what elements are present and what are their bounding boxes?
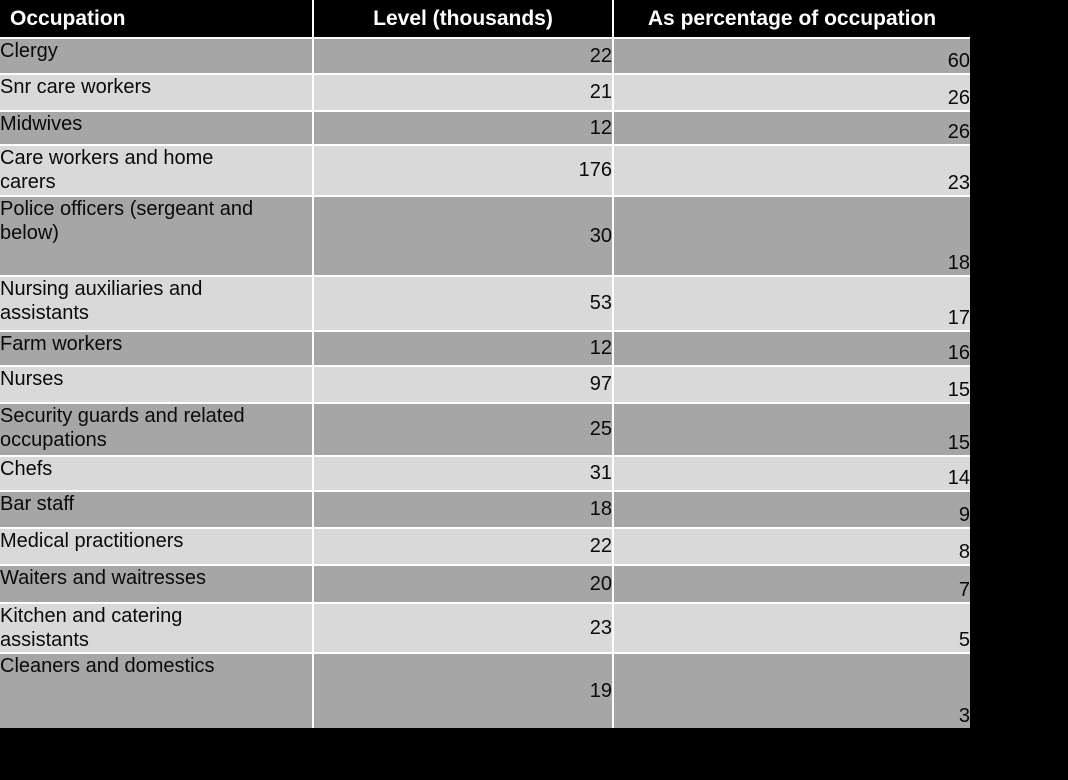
table-row: Farm workers 12 16 (0, 331, 970, 367)
occupation-cell: Bar staff (0, 491, 314, 529)
level-cell: 19 (313, 653, 614, 728)
level-cell: 22 (313, 38, 614, 75)
column-header-level: Level (thousands) (313, 0, 614, 39)
percentage-cell: 15 (613, 366, 970, 404)
percentage-cell: 18 (613, 196, 970, 277)
occupation-cell: Chefs (0, 456, 314, 492)
level-cell: 25 (313, 403, 614, 457)
level-cell: 21 (313, 74, 614, 112)
table-row: Snr care workers 21 26 (0, 74, 970, 112)
table-row: Nurses 97 15 (0, 366, 970, 404)
occupation-cell: Cleaners and domestics (0, 653, 314, 728)
percentage-cell: 17 (613, 276, 970, 332)
occupation-cell: Clergy (0, 38, 314, 75)
level-cell: 31 (313, 456, 614, 492)
occupation-cell: Midwives (0, 111, 314, 146)
header-row: Occupation Level (thousands) As percenta… (0, 0, 970, 39)
level-cell: 20 (313, 565, 614, 604)
table-row: Police officers (sergeant and below) 30 … (0, 196, 970, 277)
table-row: Midwives 12 26 (0, 111, 970, 146)
percentage-cell: 26 (613, 111, 970, 146)
occupation-cell: Farm workers (0, 331, 314, 367)
occupation-cell: Medical practitioners (0, 528, 314, 566)
table-row: Care workers and home carers 176 23 (0, 145, 970, 197)
level-cell: 18 (313, 491, 614, 529)
table-row: Waiters and waitresses 20 7 (0, 565, 970, 604)
percentage-cell: 8 (613, 528, 970, 566)
level-cell: 12 (313, 331, 614, 367)
percentage-cell: 3 (613, 653, 970, 728)
occupation-cell: Nurses (0, 366, 314, 404)
occupation-cell: Care workers and home carers (0, 145, 314, 197)
percentage-cell: 9 (613, 491, 970, 529)
column-header-occupation: Occupation (0, 0, 314, 39)
percentage-cell: 7 (613, 565, 970, 604)
occupation-cell: Nursing auxiliaries and assistants (0, 276, 314, 332)
percentage-cell: 15 (613, 403, 970, 457)
occupation-cell: Waiters and waitresses (0, 565, 314, 604)
percentage-cell: 23 (613, 145, 970, 197)
percentage-cell: 26 (613, 74, 970, 112)
percentage-cell: 14 (613, 456, 970, 492)
percentage-cell: 16 (613, 331, 970, 367)
table-row: Bar staff 18 9 (0, 491, 970, 529)
level-cell: 12 (313, 111, 614, 146)
level-cell: 53 (313, 276, 614, 332)
table-row: Nursing auxiliaries and assistants 53 17 (0, 276, 970, 332)
percentage-cell: 5 (613, 603, 970, 654)
percentage-cell: 60 (613, 38, 970, 75)
occupation-cell: Snr care workers (0, 74, 314, 112)
occupation-cell: Kitchen and catering assistants (0, 603, 314, 654)
table-row: Clergy 22 60 (0, 38, 970, 75)
occupation-table: Occupation Level (thousands) As percenta… (0, 0, 970, 728)
level-cell: 30 (313, 196, 614, 277)
table-row: Security guards and related occupations … (0, 403, 970, 457)
table-row: Cleaners and domestics 19 3 (0, 653, 970, 728)
level-cell: 176 (313, 145, 614, 197)
level-cell: 22 (313, 528, 614, 566)
occupation-cell: Security guards and related occupations (0, 403, 314, 457)
table-row: Chefs 31 14 (0, 456, 970, 492)
level-cell: 97 (313, 366, 614, 404)
level-cell: 23 (313, 603, 614, 654)
table-row: Kitchen and catering assistants 23 5 (0, 603, 970, 654)
occupation-cell: Police officers (sergeant and below) (0, 196, 314, 277)
column-header-percentage: As percentage of occupation (613, 0, 970, 39)
table-row: Medical practitioners 22 8 (0, 528, 970, 566)
